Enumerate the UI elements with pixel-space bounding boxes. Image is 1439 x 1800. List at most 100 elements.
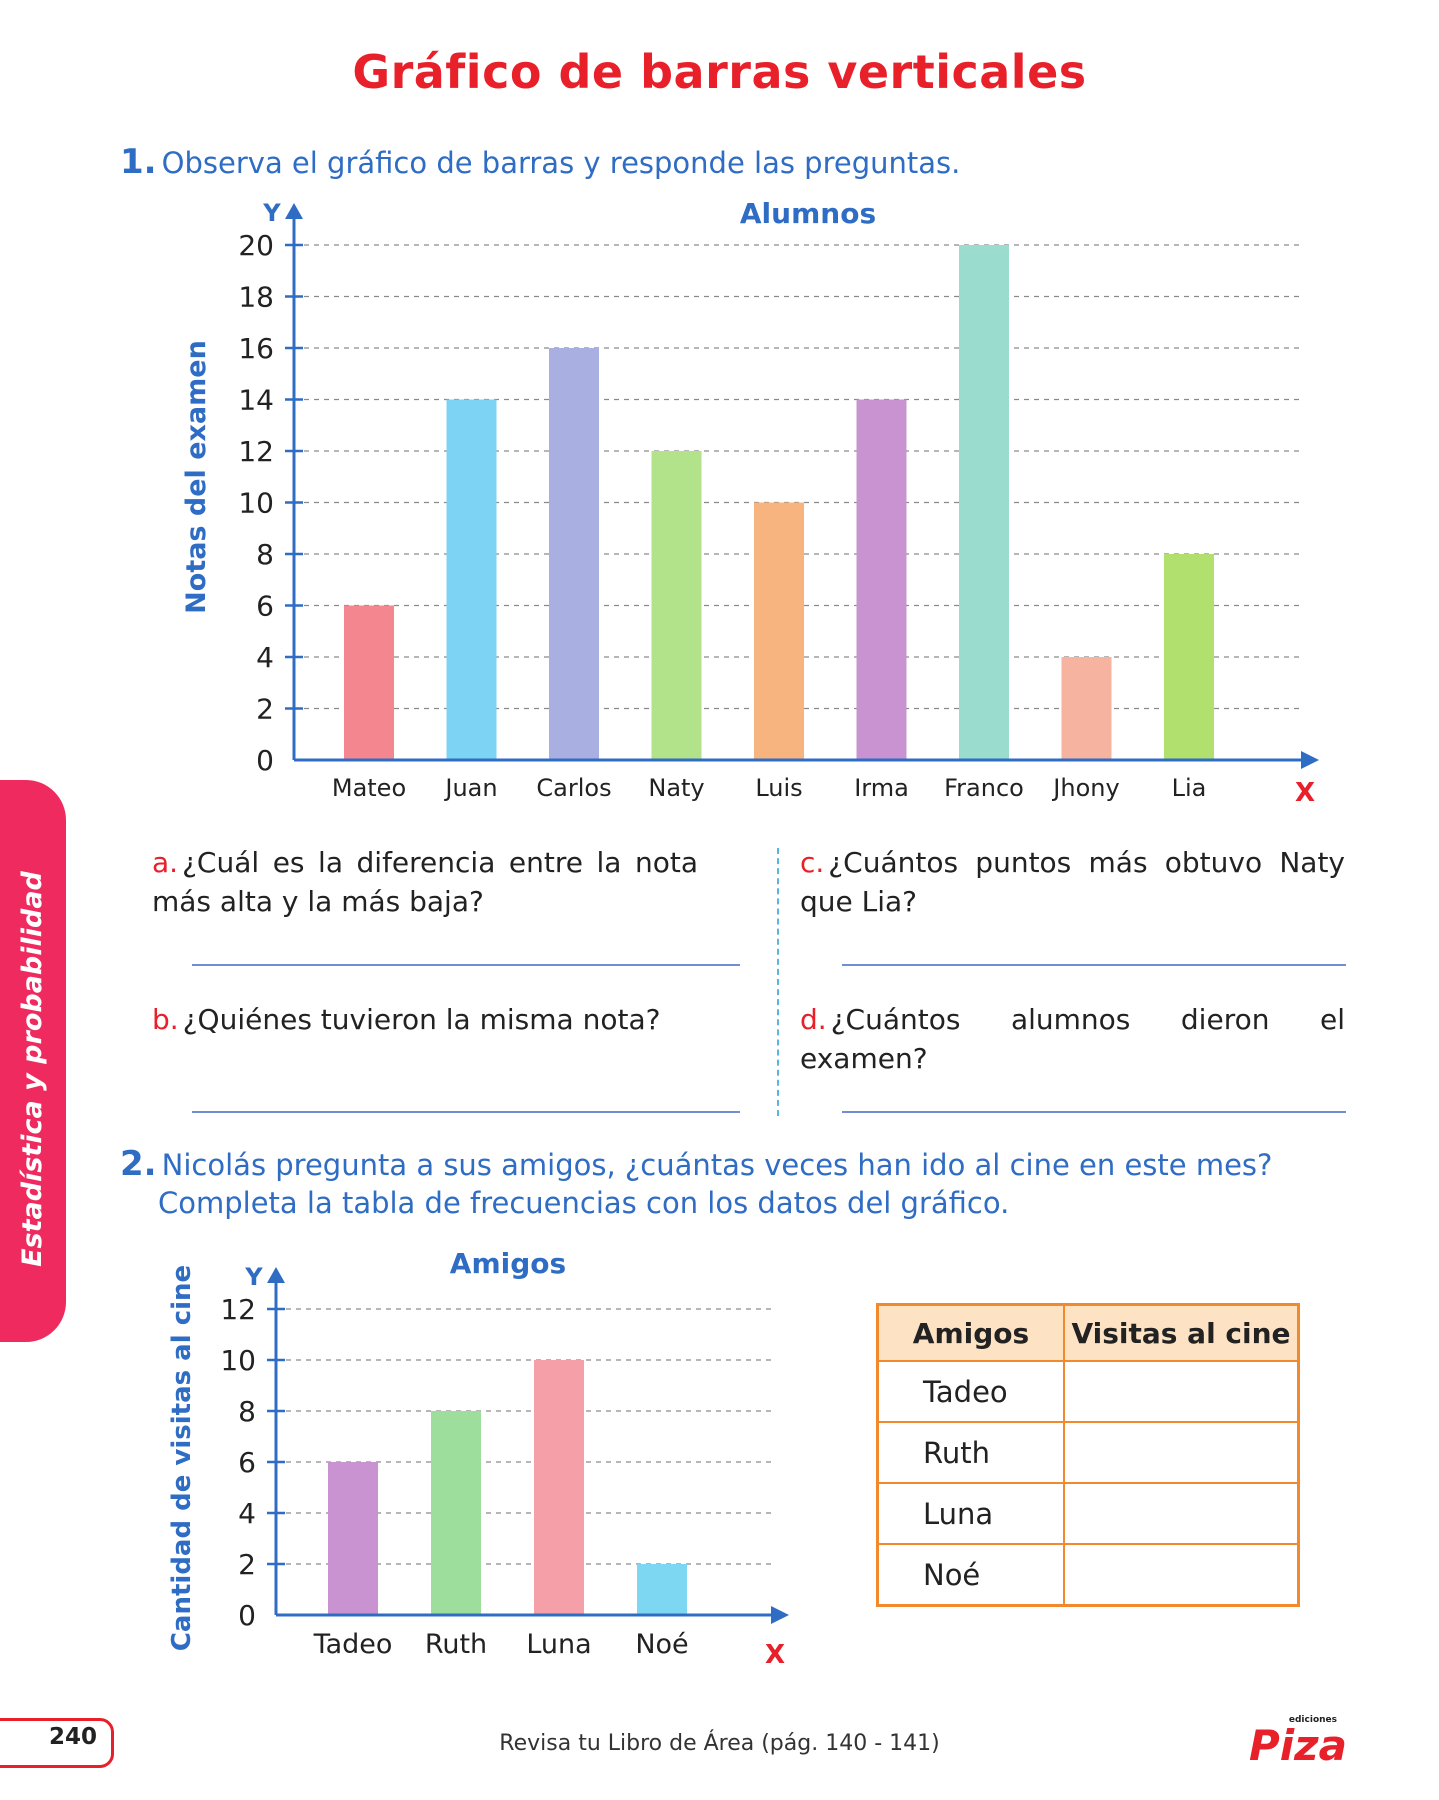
bar-ruth	[431, 1411, 481, 1615]
subquestion-c-text: ¿Cuántos puntos más obtuvo Naty que Lia?	[800, 846, 1345, 918]
header-visitas: Visitas al cine	[1063, 1303, 1300, 1362]
table-row: Ruth	[876, 1421, 1300, 1484]
subquestion-d-letter: d.	[800, 1003, 827, 1036]
question-2-text-line1: Nicolás pregunta a sus amigos, ¿cuántas …	[161, 1148, 1273, 1182]
x-category-label: Tadeo	[313, 1629, 393, 1660]
y-tick-label: 8	[238, 1395, 256, 1428]
y-tick-label: 16	[238, 332, 274, 365]
piza-logo: ediciones Piza	[1249, 1715, 1347, 1770]
y-tick-label: 2	[238, 1548, 256, 1581]
row-value-ruth[interactable]	[1063, 1421, 1300, 1484]
page-title: Gráfico de barras verticales	[352, 45, 1087, 99]
x-axis-arrow	[1301, 751, 1319, 769]
answer-line-a[interactable]	[192, 964, 740, 966]
chart-title: Alumnos	[740, 197, 876, 230]
subquestion-c: c. ¿Cuántos puntos más obtuvo Naty que Li…	[800, 843, 1345, 921]
bar-noé	[637, 1564, 687, 1615]
y-tick-label: 6	[256, 590, 274, 623]
subquestion-a-letter: a.	[152, 846, 179, 879]
section-tab-label: Estadística y probabilidad	[17, 871, 48, 1267]
x-axis-letter: X	[1295, 778, 1315, 808]
y-tick-label: 12	[220, 1293, 256, 1326]
bar-luna	[534, 1360, 584, 1615]
x-category-label: Jhony	[1051, 774, 1119, 802]
y-tick-label: 8	[256, 538, 274, 571]
y-tick-label: 12	[238, 435, 274, 468]
y-tick-label: 14	[238, 384, 274, 417]
bar-tadeo	[328, 1462, 378, 1615]
x-category-label: Mateo	[332, 774, 406, 802]
x-category-label: Irma	[854, 774, 909, 802]
x-category-label: Franco	[944, 774, 1024, 802]
bar-naty	[651, 451, 702, 760]
subquestion-a-text: ¿Cuál es la diferencia entre la nota más…	[152, 846, 698, 918]
x-category-label: Lia	[1172, 774, 1207, 802]
page-number: 240	[48, 1724, 97, 1750]
row-value-tadeo[interactable]	[1063, 1360, 1300, 1423]
answer-line-c[interactable]	[842, 964, 1346, 966]
footer-note: Revisa tu Libro de Área (pág. 140 - 141)	[499, 1731, 940, 1756]
answer-line-b[interactable]	[192, 1111, 740, 1113]
header-amigos: Amigos	[876, 1303, 1065, 1362]
x-category-label: Carlos	[536, 774, 611, 802]
column-divider	[777, 848, 779, 1116]
y-tick-label: 10	[238, 487, 274, 520]
question-2-text-line2: Completa la tabla de frecuencias con los…	[158, 1186, 1010, 1220]
table-row: Tadeo	[876, 1360, 1300, 1423]
subquestion-a: a. ¿Cuál es la diferencia entre la nota m…	[152, 843, 698, 921]
row-name-luna: Luna	[876, 1482, 1065, 1545]
x-axis-letter: X	[765, 1640, 785, 1665]
table-row: Luna	[876, 1482, 1300, 1545]
subquestion-b-letter: b.	[152, 1003, 179, 1036]
frequency-table: Amigos Visitas al cine Tadeo Ruth Luna N…	[876, 1303, 1300, 1607]
question-2-number: 2.	[120, 1144, 157, 1184]
x-category-label: Juan	[443, 774, 497, 802]
alumnos-bar-chart: 0 2 4 6 8 10 12 14 16 18 20 Mateo Juan Carlos Naty Luis…	[181, 197, 1319, 808]
question-1-number: 1.	[120, 142, 157, 182]
bar-juan	[446, 399, 497, 760]
row-name-tadeo: Tadeo	[876, 1360, 1065, 1423]
y-tick-label: 0	[238, 1599, 256, 1632]
y-axis-title: Notas del examen	[181, 340, 212, 614]
table-row: Noé	[876, 1543, 1300, 1607]
y-tick-label: 4	[256, 641, 274, 674]
y-tick-label: 2	[256, 693, 274, 726]
x-category-label: Naty	[648, 774, 704, 802]
row-name-ruth: Ruth	[876, 1421, 1065, 1484]
page-number-box	[0, 1718, 114, 1768]
subquestion-c-letter: c.	[800, 846, 825, 879]
question-2: 2. Nicolás pregunta a sus amigos, ¿cuánt…	[120, 1144, 1360, 1222]
logo-small-text: ediciones	[1289, 1715, 1337, 1725]
x-category-label: Ruth	[425, 1629, 487, 1660]
table-header-row: Amigos Visitas al cine	[876, 1303, 1300, 1362]
bar-jhony	[1061, 657, 1112, 760]
x-axis-arrow	[771, 1606, 789, 1624]
y-axis-letter: Y	[244, 1263, 263, 1291]
subquestion-d-text: ¿Cuántos alumnos dieron el examen?	[800, 1003, 1345, 1075]
section-tab	[0, 780, 66, 1342]
logo-big-text: Piza	[1249, 1721, 1347, 1770]
subquestion-d: d. ¿Cuántos alumnos dieron el examen?	[800, 1000, 1345, 1078]
y-tick-label: 0	[256, 744, 274, 777]
chart-title: Amigos	[450, 1247, 566, 1280]
row-value-luna[interactable]	[1063, 1482, 1300, 1545]
y-axis-arrow	[267, 1267, 285, 1283]
row-value-noe[interactable]	[1063, 1543, 1300, 1607]
bar-carlos	[549, 348, 599, 760]
y-tick-label: 6	[238, 1446, 256, 1479]
answer-line-d[interactable]	[842, 1111, 1346, 1113]
y-tick-label: 18	[238, 281, 274, 314]
y-tick-label: 20	[238, 229, 274, 262]
y-axis-letter: Y	[262, 199, 281, 227]
row-name-noe: Noé	[876, 1543, 1065, 1607]
question-1: 1. Observa el gráfico de barras y respon…	[120, 142, 960, 182]
y-tick-label: 10	[220, 1344, 256, 1377]
y-axis-arrow	[285, 203, 303, 219]
x-category-label: Luis	[755, 774, 802, 802]
bar-franco	[959, 245, 1009, 760]
x-category-label: Luna	[526, 1629, 591, 1660]
bar-luis	[754, 502, 804, 760]
y-tick-label: 4	[238, 1497, 256, 1530]
bar-mateo	[344, 605, 394, 760]
subquestion-b: b. ¿Quiénes tuvieron la misma nota?	[152, 1000, 698, 1039]
